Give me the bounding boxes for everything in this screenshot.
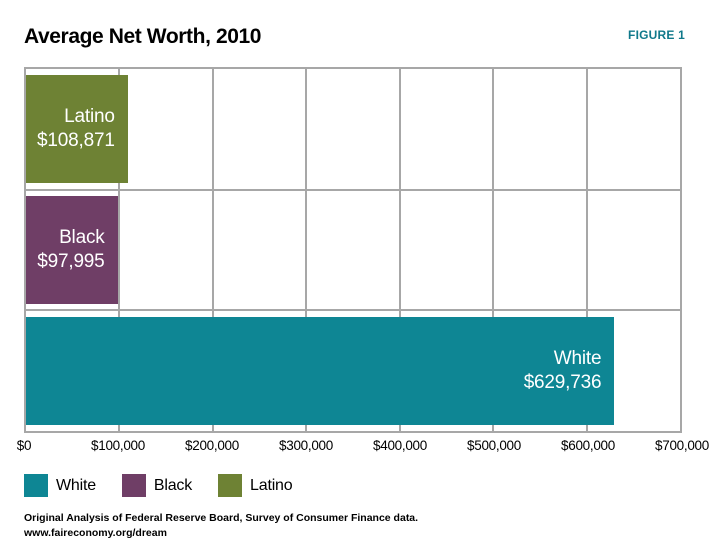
band-separator [26, 188, 680, 191]
x-tick-label: $300,000 [279, 438, 333, 453]
x-tick-label: $200,000 [185, 438, 239, 453]
gridline [492, 69, 495, 431]
x-tick-label: $100,000 [91, 438, 145, 453]
band-black: Black $97,995 [26, 190, 680, 311]
legend-label: Latino [250, 476, 293, 494]
plot-inner: Latino $108,871 Black $97,995 White $629,736 [26, 69, 680, 431]
legend-swatch [121, 474, 146, 497]
x-axis: $0 $100,000 $200,000 $300,000 $400,000 $500,0… [17, 438, 709, 456]
footer-source-line: Original Analysis of Federal Reserve Boa… [24, 512, 419, 524]
x-tick-label: $500,000 [467, 438, 521, 453]
bar-category-label: Black [59, 227, 105, 248]
bar-category-label: Latino [64, 106, 115, 128]
legend-label: Black [153, 476, 193, 494]
footer-url-line: www.faireconomy.org/dream [24, 526, 167, 539]
band-separator [26, 309, 680, 312]
band-latino: Latino $108,871 [26, 69, 680, 190]
bar-text: White $629,736 [524, 347, 615, 395]
bar-black: Black $97,995 [26, 196, 118, 304]
gridline [585, 69, 588, 431]
x-tick-label: $0 [16, 438, 32, 453]
gridline [118, 69, 121, 431]
bar-white: White $629,736 [26, 316, 615, 425]
bar-value-label: $108,871 [37, 130, 115, 152]
bar-category-label: White [553, 347, 602, 369]
bar-text: Latino $108,871 [37, 105, 128, 153]
band-white: White $629,736 [26, 310, 680, 431]
chart-title: Average Net Worth, 2010 [24, 25, 262, 48]
bar-latino: Latino $108,871 [26, 75, 128, 184]
figure-badge: FIGURE 1 [628, 28, 685, 42]
legend-swatch [218, 474, 243, 497]
legend-item-latino: Latino [218, 474, 293, 497]
legend: White Black Latino [24, 474, 293, 497]
footer: Original Analysis of Federal Reserve Boa… [24, 511, 418, 540]
legend-swatch [24, 474, 48, 497]
gridline [211, 69, 214, 431]
legend-item-black: Black [121, 474, 193, 497]
x-tick-label: $600,000 [561, 438, 615, 453]
bar-text: Black $97,995 [37, 226, 117, 274]
legend-item-white: White [24, 474, 96, 497]
plot-area: Latino $108,871 Black $97,995 White $629,736 [24, 67, 682, 433]
bar-value-label: $629,736 [523, 371, 602, 393]
gridline [398, 69, 401, 431]
x-tick-label: $700,000 [655, 438, 709, 453]
x-tick-label: $400,000 [373, 438, 427, 453]
bar-value-label: $97,995 [37, 251, 105, 272]
legend-label: White [56, 476, 96, 494]
gridline [305, 69, 308, 431]
